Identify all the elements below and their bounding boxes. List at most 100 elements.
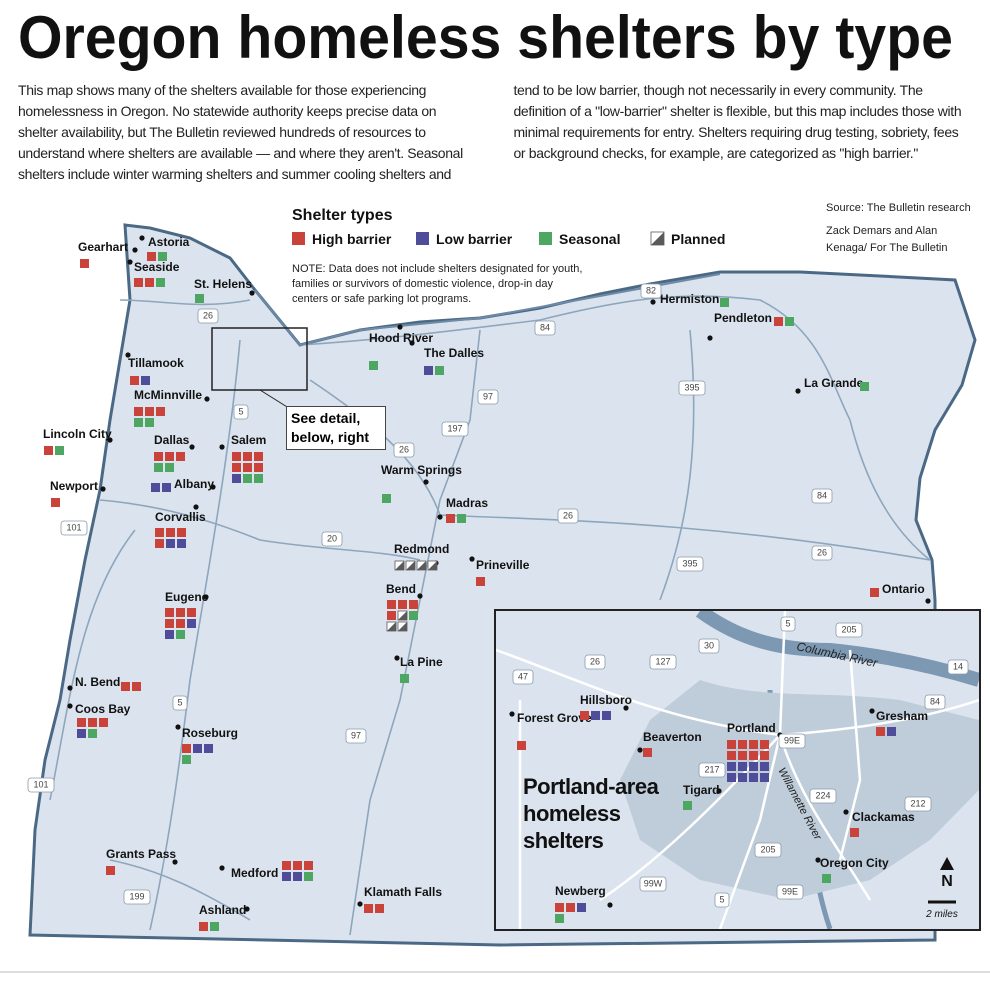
- city-dot: [67, 703, 73, 709]
- city-label: La Grande: [804, 376, 864, 390]
- city-dot: [203, 594, 209, 600]
- shelter-low-barrier: [232, 474, 241, 483]
- city-dot: [394, 655, 400, 661]
- highway-shield: [123, 889, 151, 905]
- shelter-low-barrier: [204, 744, 213, 753]
- city-dot: [107, 437, 113, 443]
- shelter-low-barrier: [177, 539, 186, 548]
- highway-label: 127: [655, 656, 670, 666]
- highway-label: 26: [817, 547, 827, 557]
- highway-shield: [904, 796, 932, 812]
- shelter-high-barrier: [165, 619, 174, 628]
- shelter-low-barrier: [602, 711, 611, 720]
- shelter-low-barrier: [141, 376, 150, 385]
- city-dot: [637, 747, 643, 753]
- shelter-seasonal: [182, 755, 191, 764]
- legend-label: Low barrier: [436, 231, 513, 247]
- highway-label: 224: [815, 790, 830, 800]
- shelter-high-barrier: [88, 718, 97, 727]
- city-dot: [189, 444, 195, 450]
- city-label: Coos Bay: [75, 702, 131, 716]
- shelter-low-barrier: [577, 903, 586, 912]
- shelter-seasonal: [860, 382, 869, 391]
- shelter-high-barrier: [292, 232, 305, 245]
- highway-label: 205: [760, 844, 775, 854]
- highway-shield: [678, 380, 706, 396]
- shelter-low-barrier: [738, 762, 747, 771]
- shelter-low-barrier: [424, 366, 433, 375]
- city-label: Ontario: [882, 582, 925, 596]
- north-arrow: [940, 857, 954, 870]
- shelter-planned-half: [387, 622, 396, 631]
- shelter-high-barrier: [254, 463, 263, 472]
- shelter-seasonal: [134, 418, 143, 427]
- shelter-low-barrier: [760, 762, 769, 771]
- shelter-planned-half: [428, 561, 437, 570]
- shelter-high-barrier: [293, 861, 302, 870]
- highway-label: 14: [953, 661, 963, 671]
- shelter-high-barrier: [738, 740, 747, 749]
- city-dot: [509, 711, 515, 717]
- city-dot: [843, 809, 849, 815]
- roads: [49, 295, 931, 936]
- highway-shield: [649, 654, 677, 670]
- highway-shield: [809, 788, 837, 804]
- city-label: St. Helens: [194, 277, 252, 291]
- highway-label: 84: [540, 322, 550, 332]
- shelter-seasonal: [243, 474, 252, 483]
- highway-label: 30: [704, 640, 714, 650]
- city-dot: [357, 901, 363, 907]
- shelter-seasonal: [158, 252, 167, 261]
- shelter-seasonal: [145, 418, 154, 427]
- city-label: Prineville: [476, 558, 530, 572]
- callout: See detail, below, right: [286, 406, 386, 450]
- city-label: McMinnville: [134, 388, 202, 402]
- highway-shield: [640, 283, 662, 299]
- city-dot: [127, 259, 133, 265]
- city-dot: [132, 247, 138, 253]
- shelter-low-barrier: [591, 711, 600, 720]
- shelter-low-barrier: [165, 630, 174, 639]
- city-label: N. Bend: [75, 675, 120, 689]
- highway-label: 5: [785, 618, 790, 628]
- highway-shield: [778, 733, 806, 749]
- shelter-seasonal: [539, 232, 552, 245]
- shelter-high-barrier: [44, 446, 53, 455]
- shelter-high-barrier: [176, 608, 185, 617]
- highway-label: 217: [704, 764, 719, 774]
- legend-label: Seasonal: [559, 231, 620, 247]
- shelter-high-barrier: [738, 751, 747, 760]
- highway-label: 99W: [644, 878, 663, 888]
- city-label: Newport: [50, 479, 98, 493]
- highway-label: 395: [684, 382, 699, 392]
- highway-shield: [584, 654, 606, 670]
- highway-label: 84: [930, 696, 940, 706]
- shelter-low-barrier: [749, 773, 758, 782]
- city-dot: [100, 486, 106, 492]
- shelter-planned-half: [417, 561, 426, 570]
- shelter-planned-half: [398, 611, 407, 620]
- city-dot: [437, 514, 443, 520]
- highway-label: 97: [351, 730, 361, 740]
- shelter-high-barrier: [446, 514, 455, 523]
- shelter-high-barrier: [145, 407, 154, 416]
- city-dot: [210, 484, 216, 490]
- shelter-seasonal: [165, 463, 174, 472]
- shelter-low-barrier: [166, 539, 175, 548]
- highway-shield: [811, 488, 833, 504]
- shelter-high-barrier: [51, 498, 60, 507]
- shelter-high-barrier: [727, 751, 736, 760]
- shelter-high-barrier: [134, 407, 143, 416]
- city-dot: [925, 598, 931, 604]
- shelter-high-barrier: [254, 452, 263, 461]
- shelter-seasonal: [409, 611, 418, 620]
- title: Oregon homeless shelters by type: [18, 4, 953, 71]
- shelter-high-barrier: [643, 748, 652, 757]
- shelter-high-barrier: [166, 528, 175, 537]
- city-dot: [469, 556, 475, 562]
- shelter-high-barrier: [130, 376, 139, 385]
- shelter-low-barrier: [293, 872, 302, 881]
- city-dot: [423, 479, 429, 485]
- shelter-low-barrier: [727, 773, 736, 782]
- shelter-seasonal: [683, 801, 692, 810]
